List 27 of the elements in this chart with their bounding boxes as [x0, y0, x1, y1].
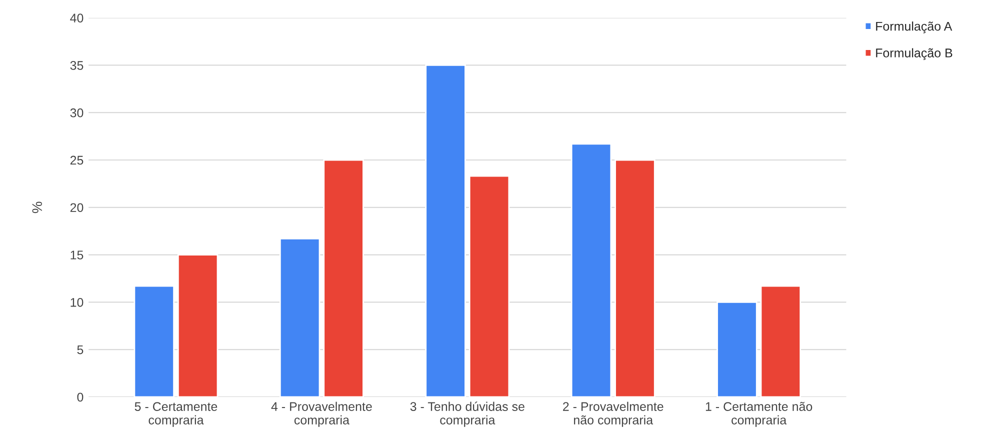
bar [614, 159, 656, 397]
x-tick-label: 3 - Tenho dúvidas se compraria [410, 402, 524, 427]
y-tick-label: 40 [70, 14, 84, 22]
y-tick-label: 10 [70, 298, 84, 307]
y-tick-label: 35 [70, 61, 84, 70]
bar [716, 301, 758, 397]
x-tick-label: 4 - Provavelmente compraria [271, 402, 372, 427]
bar [760, 285, 802, 397]
x-tick-label: 5 - Certamente compraria [134, 402, 218, 427]
y-tick-label: 20 [70, 203, 84, 212]
bar [279, 238, 320, 397]
legend-label: Formulação B [876, 48, 952, 60]
y-tick-label: 25 [70, 156, 84, 165]
legend-label: Formulação A [876, 22, 952, 34]
bar [468, 175, 510, 397]
bar [177, 254, 218, 397]
y-axis-title: % [32, 202, 42, 214]
bar [134, 285, 174, 397]
y-tick-label: 30 [70, 108, 84, 118]
bar [570, 143, 612, 397]
y-tick-label: 0 [77, 392, 84, 402]
bar [323, 159, 364, 397]
x-tick-label: 1 - Certamente não compraria [706, 402, 812, 427]
x-tick-label: 2 - Provavelmente não compraria [563, 402, 664, 427]
y-tick-label: 5 [77, 345, 84, 354]
y-tick-label: 15 [70, 250, 84, 260]
bar [425, 64, 466, 397]
